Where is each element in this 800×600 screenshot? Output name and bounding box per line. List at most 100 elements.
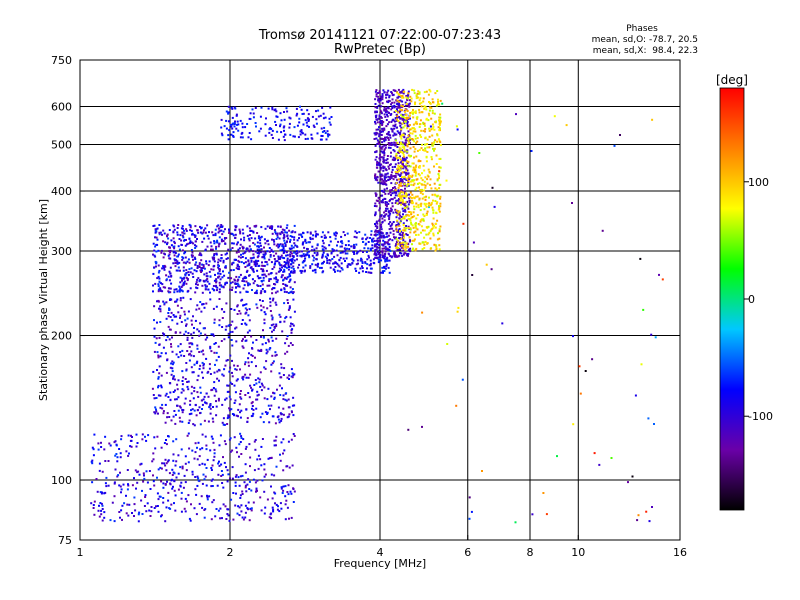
scatter-point [374, 133, 377, 136]
scatter-point [360, 257, 363, 260]
scatter-point [414, 122, 417, 125]
scatter-point [407, 207, 410, 210]
scatter-point [138, 473, 141, 476]
scatter-point [262, 279, 265, 282]
scatter-point [401, 109, 403, 112]
scatter-point [162, 482, 165, 485]
scatter-point [406, 122, 409, 124]
scatter-point [383, 211, 386, 214]
scatter-point [142, 472, 145, 475]
scatter-point [185, 228, 188, 231]
scatter-point [210, 268, 213, 271]
scatter-point [160, 374, 163, 377]
scatter-point [332, 262, 335, 265]
scatter-point [396, 230, 399, 233]
scatter-point [399, 248, 402, 251]
scatter-point [386, 201, 388, 204]
scatter-point [379, 130, 381, 133]
scatter-point [429, 247, 432, 250]
scatter-point [234, 368, 237, 371]
scatter-point [301, 132, 304, 135]
scatter-point [219, 272, 222, 275]
scatter-point [288, 517, 290, 520]
scatter-point [417, 204, 420, 207]
scatter-point [365, 242, 368, 245]
scatter-point [185, 276, 188, 279]
scatter-point [293, 238, 296, 241]
scatter-point [118, 511, 121, 513]
scatter-point [293, 310, 296, 313]
scatter-point [392, 211, 395, 214]
scatter-point [170, 478, 173, 481]
scatter-point [285, 226, 288, 229]
scatter-point [183, 239, 186, 241]
scatter-point [395, 118, 398, 121]
scatter-point [423, 236, 426, 239]
scatter-point [306, 231, 309, 234]
scatter-point [233, 414, 236, 417]
scatter-point [419, 203, 422, 206]
scatter-point [371, 238, 373, 241]
scatter-point [421, 241, 424, 244]
scatter-point [238, 247, 241, 250]
scatter-point [201, 433, 204, 436]
x-axis: 1 2 4 6 8 10 16 [77, 535, 687, 559]
scatter-point [399, 158, 402, 161]
scatter-point [229, 381, 232, 384]
scatter-point [422, 97, 425, 100]
scatter-point [233, 402, 236, 404]
scatter-point [171, 474, 174, 476]
scatter-point [391, 222, 394, 225]
scatter-point [206, 245, 209, 248]
scatter-point [136, 481, 139, 484]
scatter-point [380, 234, 383, 237]
scatter-point [426, 151, 429, 153]
scatter-point [100, 513, 103, 516]
scatter-point [232, 518, 235, 521]
scatter-point [211, 417, 214, 420]
scatter-point [423, 122, 426, 125]
scatter-point [236, 120, 239, 123]
scatter-point [308, 254, 310, 257]
scatter-point [410, 223, 413, 226]
scatter-point [282, 283, 285, 285]
scatter-point [153, 507, 156, 509]
scatter-point [431, 101, 434, 104]
scatter-point [401, 118, 404, 121]
scatter-point [214, 228, 217, 231]
scatter-point [376, 132, 379, 135]
scatter-point [301, 250, 304, 253]
scatter-point [406, 200, 409, 203]
scatter-point [408, 218, 411, 220]
scatter-point [191, 470, 194, 473]
scatter-point [337, 264, 340, 267]
scatter-point [328, 133, 331, 136]
scatter-point [420, 231, 422, 234]
scatter-point [292, 487, 295, 490]
scatter-point [295, 252, 298, 255]
scatter-point [369, 259, 372, 262]
scatter-point [187, 242, 190, 245]
scatter-point [275, 110, 278, 113]
scatter-point [156, 321, 158, 324]
scatter-point [255, 260, 258, 263]
scatter-point [379, 224, 382, 227]
scatter-point [423, 196, 426, 199]
scatter-point [248, 234, 251, 236]
scatter-point [243, 284, 246, 287]
scatter-point [398, 156, 401, 159]
scatter-point [274, 492, 277, 495]
scatter-point [279, 123, 282, 126]
scatter-point [218, 275, 221, 278]
scatter-point [274, 120, 277, 123]
scatter-point [182, 266, 185, 269]
scatter-point [234, 226, 237, 229]
scatter-point [387, 101, 390, 104]
scatter-point [439, 197, 442, 200]
scatter-point [579, 392, 582, 395]
scatter-point [266, 413, 269, 415]
scatter-point [393, 125, 396, 128]
scatter-point [289, 325, 292, 328]
scatter-point [255, 224, 258, 227]
scatter-point [98, 462, 101, 465]
